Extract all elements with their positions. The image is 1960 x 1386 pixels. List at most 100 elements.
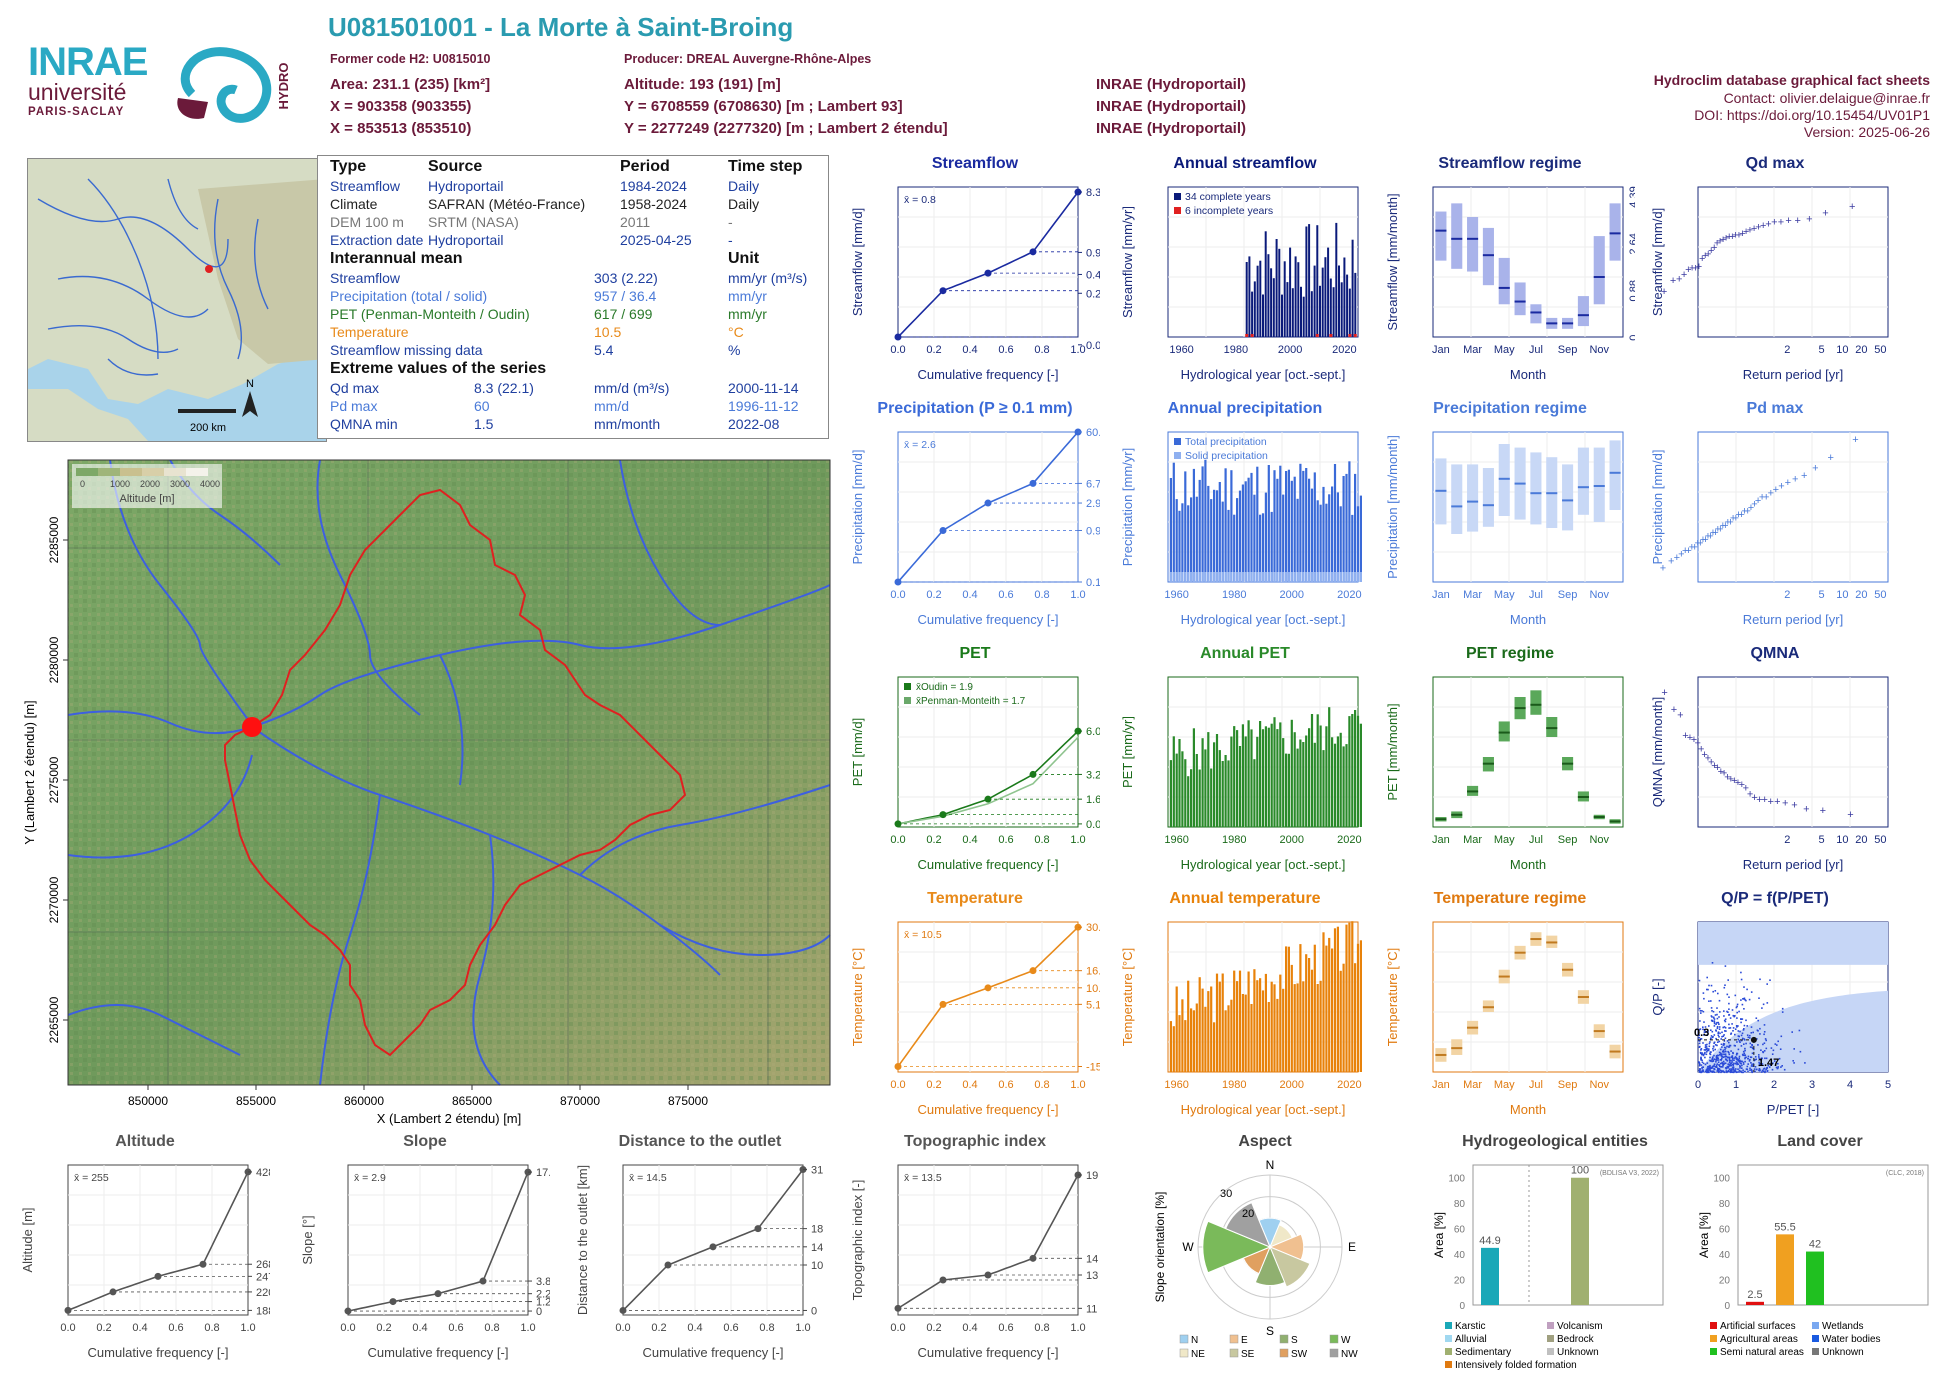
qp-point (1700, 1049, 1702, 1051)
qp-point (1734, 1015, 1736, 1017)
qp-point (1734, 1062, 1737, 1065)
annual-bar (1325, 503, 1328, 582)
qp-point (1706, 1071, 1708, 1074)
qp-point (1771, 1068, 1774, 1071)
right-tick: 428 (256, 1167, 270, 1179)
y-axis-label: PET [mm/month] (1385, 703, 1400, 800)
cum-point (709, 1243, 717, 1251)
annual-bar (1308, 728, 1311, 827)
solid-bar (1198, 572, 1201, 582)
qp-point (1710, 1007, 1713, 1009)
x-tick: May (1494, 344, 1515, 356)
qp-point (1724, 1056, 1726, 1058)
annual-bar (1319, 980, 1322, 1072)
qp-point (1722, 1035, 1725, 1037)
qp-point (1713, 1022, 1716, 1025)
qp-point (1736, 1062, 1738, 1064)
qp-point (1714, 1048, 1716, 1051)
cum-point (939, 1000, 947, 1008)
qp-point (1698, 1040, 1700, 1042)
qp-point (1724, 1054, 1727, 1056)
category-bar (1806, 1251, 1824, 1305)
qp-point (1725, 1067, 1728, 1069)
return-point: + (1689, 541, 1695, 553)
qp-point (1743, 986, 1745, 988)
qp-point (1719, 1032, 1721, 1035)
qp-point (1798, 1029, 1801, 1032)
solid-bar (1348, 572, 1351, 582)
return-point: + (1847, 809, 1853, 821)
aspect-direction: S (1266, 1324, 1274, 1338)
x-tick: May (1494, 834, 1515, 846)
qp-point (1721, 1053, 1723, 1055)
chart-title: Q/P = f(P/PET) (1721, 890, 1829, 907)
y-tick: 0 (1724, 1301, 1730, 1312)
annual-bar (1187, 776, 1190, 827)
annual-bar (1264, 726, 1267, 827)
x-tick: May (1494, 589, 1515, 601)
right-tick: -15.2 (1086, 1061, 1100, 1073)
qp-point (1716, 1056, 1718, 1059)
qp-point (1750, 1062, 1752, 1064)
qp-point (1713, 1068, 1716, 1070)
qp-point (1712, 1056, 1714, 1058)
category-bar (1776, 1234, 1794, 1305)
chart-temperature: Temperature Cumulative frequency [-] Temp… (850, 890, 1100, 1130)
mean-value-2: 617 / 699 (594, 306, 653, 322)
annual-bar (1297, 262, 1300, 337)
annual-bar (1233, 726, 1236, 827)
qp-point (1746, 988, 1748, 991)
return-point: + (1678, 548, 1684, 560)
qp-point (1713, 1054, 1715, 1057)
qp-point (1730, 1068, 1732, 1070)
qp-point (1720, 1054, 1722, 1057)
annual-bar (1256, 980, 1259, 1072)
qp-point (1711, 1058, 1713, 1061)
qp-point (1735, 1054, 1738, 1056)
qp-point (1737, 1038, 1740, 1041)
qp-point (1728, 1014, 1730, 1016)
extreme-name-0: Qd max (330, 380, 380, 396)
qp-point (1716, 1025, 1719, 1028)
solid-bar (1175, 572, 1178, 582)
qp-point (1720, 1038, 1722, 1040)
annual-bar (1325, 726, 1328, 827)
qp-point (1746, 1065, 1749, 1068)
annual-bar (1270, 268, 1273, 337)
qp-point (1704, 1026, 1707, 1028)
qp-point (1723, 1063, 1725, 1065)
return-point: + (1732, 229, 1738, 241)
annual-bar (1345, 473, 1348, 582)
qp-point (1739, 1030, 1741, 1033)
qp-point (1722, 1062, 1724, 1065)
annual-bar (1181, 999, 1184, 1072)
river-line (109, 459, 253, 726)
y-axis-label: Area [%] (1432, 1212, 1446, 1258)
qp-point (1732, 1071, 1734, 1074)
annual-bar (1261, 513, 1265, 582)
qp-point (1750, 1068, 1753, 1071)
annual-bar (1348, 288, 1351, 337)
extreme-name-2: QMNA min (330, 416, 398, 432)
annual-bar (1332, 287, 1335, 337)
qp-point (1759, 1027, 1761, 1030)
qp-point (1718, 1068, 1721, 1070)
catchment-boundary (224, 488, 687, 1057)
x-axis-label: Hydrological year [oct.-sept.] (1181, 612, 1346, 627)
return-point: + (1692, 263, 1698, 275)
right-tick: 60.0 (1086, 427, 1100, 439)
qp-point (1698, 1061, 1700, 1063)
qp-point (1727, 1056, 1730, 1059)
legend-entry: SE (1241, 1349, 1255, 1360)
annual-bar (1348, 716, 1351, 827)
qp-point (1710, 1037, 1712, 1040)
return-point: + (1771, 217, 1777, 229)
qp-point (1711, 1020, 1714, 1022)
x-tick: 0.0 (890, 834, 905, 846)
qp-point (1709, 1066, 1712, 1069)
return-point: + (1708, 756, 1714, 768)
annual-bar (1264, 973, 1267, 1072)
annual-bar (1356, 715, 1360, 827)
qp-point (1724, 1058, 1727, 1060)
qp-point (1736, 1005, 1738, 1008)
